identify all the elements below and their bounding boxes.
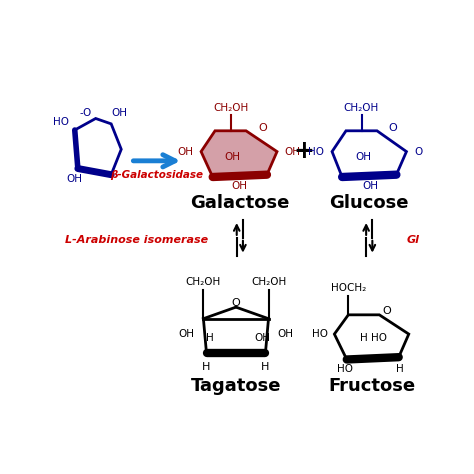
Text: Fructose: Fructose [328, 377, 415, 395]
Text: -O: -O [80, 108, 92, 118]
Text: H: H [261, 362, 270, 372]
Text: CH₂OH: CH₂OH [213, 103, 248, 113]
Text: Tagatose: Tagatose [191, 377, 281, 395]
Text: OH: OH [177, 146, 193, 156]
Text: O: O [383, 306, 392, 316]
Text: O: O [259, 124, 267, 134]
Text: HOCH₂: HOCH₂ [331, 283, 366, 293]
Text: Glucose: Glucose [329, 194, 409, 212]
Text: Gl: Gl [406, 235, 419, 245]
Text: O: O [232, 298, 240, 308]
Text: OH: OH [355, 152, 371, 162]
Text: CH₂OH: CH₂OH [251, 277, 286, 288]
Text: OH: OH [232, 181, 248, 191]
Text: HO: HO [312, 329, 328, 339]
Text: O: O [414, 146, 422, 156]
Text: OH: OH [278, 329, 294, 339]
Text: OH: OH [67, 174, 83, 184]
Text: HO: HO [337, 364, 353, 374]
Polygon shape [332, 131, 406, 177]
Polygon shape [75, 118, 121, 175]
Text: OH: OH [111, 108, 127, 118]
Text: H: H [202, 362, 210, 372]
Text: L-Arabinose isomerase: L-Arabinose isomerase [65, 235, 209, 245]
Text: Galactose: Galactose [190, 194, 290, 212]
Text: HO: HO [53, 118, 69, 128]
Text: OH: OH [285, 146, 301, 156]
Text: CH₂OH: CH₂OH [186, 277, 221, 288]
Text: OH: OH [178, 329, 194, 339]
Text: +: + [293, 139, 314, 163]
Text: H: H [396, 364, 404, 374]
Text: CH₂OH: CH₂OH [344, 103, 379, 113]
Text: HO: HO [371, 333, 387, 343]
Text: H: H [206, 333, 213, 343]
Text: OH: OH [254, 333, 270, 343]
Text: O: O [388, 124, 397, 134]
Text: H: H [360, 333, 368, 343]
Text: HO: HO [308, 146, 324, 156]
Polygon shape [201, 131, 277, 177]
Text: OH: OH [224, 152, 240, 162]
Text: β-Galactosidase: β-Galactosidase [110, 171, 203, 181]
Text: OH: OH [363, 181, 379, 191]
Polygon shape [334, 315, 409, 359]
